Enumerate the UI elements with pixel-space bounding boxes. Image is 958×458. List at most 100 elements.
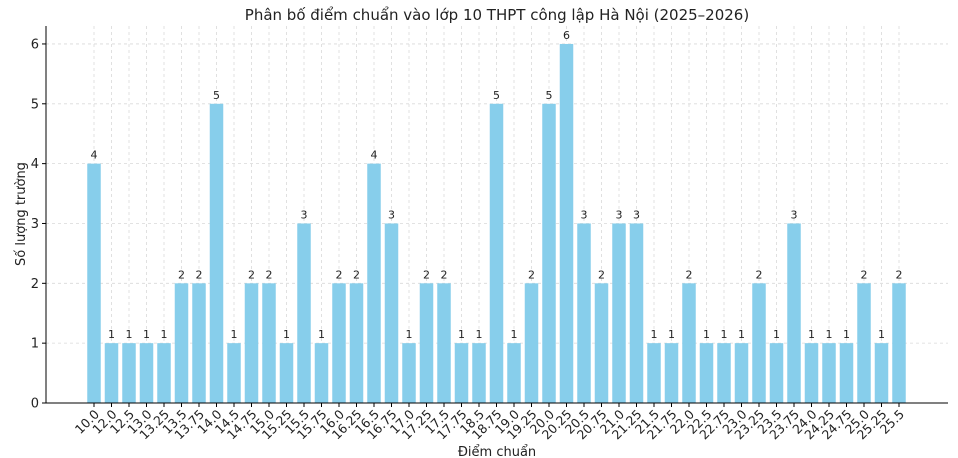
bar [367, 163, 381, 403]
bar [122, 343, 136, 403]
bar [332, 283, 346, 403]
bar [769, 343, 784, 403]
bar [682, 283, 696, 403]
bar [787, 223, 801, 403]
bar [874, 343, 889, 403]
bar-value-label: 3 [791, 208, 798, 221]
bar-value-label: 4 [371, 149, 378, 162]
bar [752, 283, 766, 403]
bar-value-label: 1 [126, 328, 133, 341]
bar [664, 343, 679, 403]
bar-value-label: 1 [231, 328, 238, 341]
bar [454, 343, 469, 403]
bar [402, 343, 416, 403]
bar-value-label: 2 [441, 268, 448, 281]
bar [384, 223, 399, 403]
bar-value-label: 2 [353, 268, 360, 281]
bar [262, 283, 276, 403]
bar-value-label: 1 [878, 328, 885, 341]
bar [647, 343, 661, 403]
bar-value-label: 1 [703, 328, 710, 341]
bar-value-label: 3 [633, 208, 640, 221]
bar [104, 343, 119, 403]
bar-value-label: 1 [773, 328, 780, 341]
bar-value-label: 2 [423, 268, 430, 281]
y-tick-label: 5 [31, 97, 39, 112]
bar [139, 343, 154, 403]
bar [297, 223, 311, 403]
y-tick-label: 4 [31, 157, 39, 172]
bar [437, 283, 451, 403]
bar [612, 223, 626, 403]
bar-value-label: 5 [213, 89, 220, 102]
bar [87, 163, 101, 403]
bar [209, 103, 224, 404]
bar-value-label: 1 [808, 328, 815, 341]
bar-value-label: 2 [896, 268, 903, 281]
bar-value-label: 1 [283, 328, 290, 341]
bar [157, 343, 171, 403]
bar-value-label: 2 [336, 268, 343, 281]
bar [892, 283, 906, 403]
bar [839, 343, 854, 403]
bar-value-label: 1 [826, 328, 833, 341]
y-tick-label: 0 [31, 397, 39, 412]
bar-value-label: 2 [861, 268, 868, 281]
bar-value-label: 1 [161, 328, 168, 341]
bar-value-label: 1 [721, 328, 728, 341]
bar-value-label: 1 [108, 328, 115, 341]
bar-value-label: 2 [598, 268, 605, 281]
bar [472, 343, 486, 403]
bar [577, 223, 591, 403]
bar [192, 283, 206, 403]
y-axis-ticks: 0 1 2 3 4 5 6 [31, 37, 46, 412]
bar-value-label: 1 [511, 328, 518, 341]
bar [174, 283, 189, 403]
x-axis-label: Điểm chuẩn [458, 445, 536, 458]
bar [227, 343, 241, 403]
y-tick-label: 3 [31, 217, 39, 232]
y-tick-label: 6 [31, 37, 39, 52]
bar-value-label: 2 [248, 268, 255, 281]
bar-value-label: 1 [843, 328, 850, 341]
bar [629, 223, 644, 403]
bar-value-label: 3 [301, 208, 308, 221]
bars [87, 43, 906, 404]
bar [594, 283, 609, 403]
chart-title: Phân bố điểm chuẩn vào lớp 10 THPT công … [245, 6, 749, 24]
bar [507, 343, 521, 403]
bar-value-label: 2 [178, 268, 185, 281]
bar-value-label: 6 [563, 29, 570, 42]
bar [857, 283, 871, 403]
bar [804, 343, 819, 403]
bar-value-label: 1 [668, 328, 675, 341]
bar [822, 343, 836, 403]
y-tick-label: 1 [31, 337, 39, 352]
bar-value-label: 1 [406, 328, 413, 341]
bar-value-label: 1 [318, 328, 325, 341]
bar-value-label: 3 [388, 208, 395, 221]
bar [524, 283, 539, 403]
bar [542, 103, 556, 404]
bar [734, 343, 749, 403]
bar-value-label: 5 [493, 89, 500, 102]
y-axis-label: Số lượng trường [14, 162, 29, 266]
bar-value-label: 3 [581, 208, 588, 221]
bar [314, 343, 329, 403]
bar-value-label: 2 [686, 268, 693, 281]
bar-value-label: 1 [476, 328, 483, 341]
bar [559, 43, 574, 403]
bar [349, 283, 364, 403]
bar [489, 103, 504, 404]
bar-value-label: 2 [528, 268, 535, 281]
bar-value-label: 2 [266, 268, 273, 281]
bar [419, 283, 434, 403]
y-tick-label: 2 [31, 277, 39, 292]
x-axis-ticks: 10.012.012.513.013.2513.513.7514.014.514… [72, 403, 907, 442]
bar-value-label: 2 [756, 268, 763, 281]
bar [699, 343, 714, 403]
bar-value-label: 1 [651, 328, 658, 341]
bar [717, 343, 731, 403]
